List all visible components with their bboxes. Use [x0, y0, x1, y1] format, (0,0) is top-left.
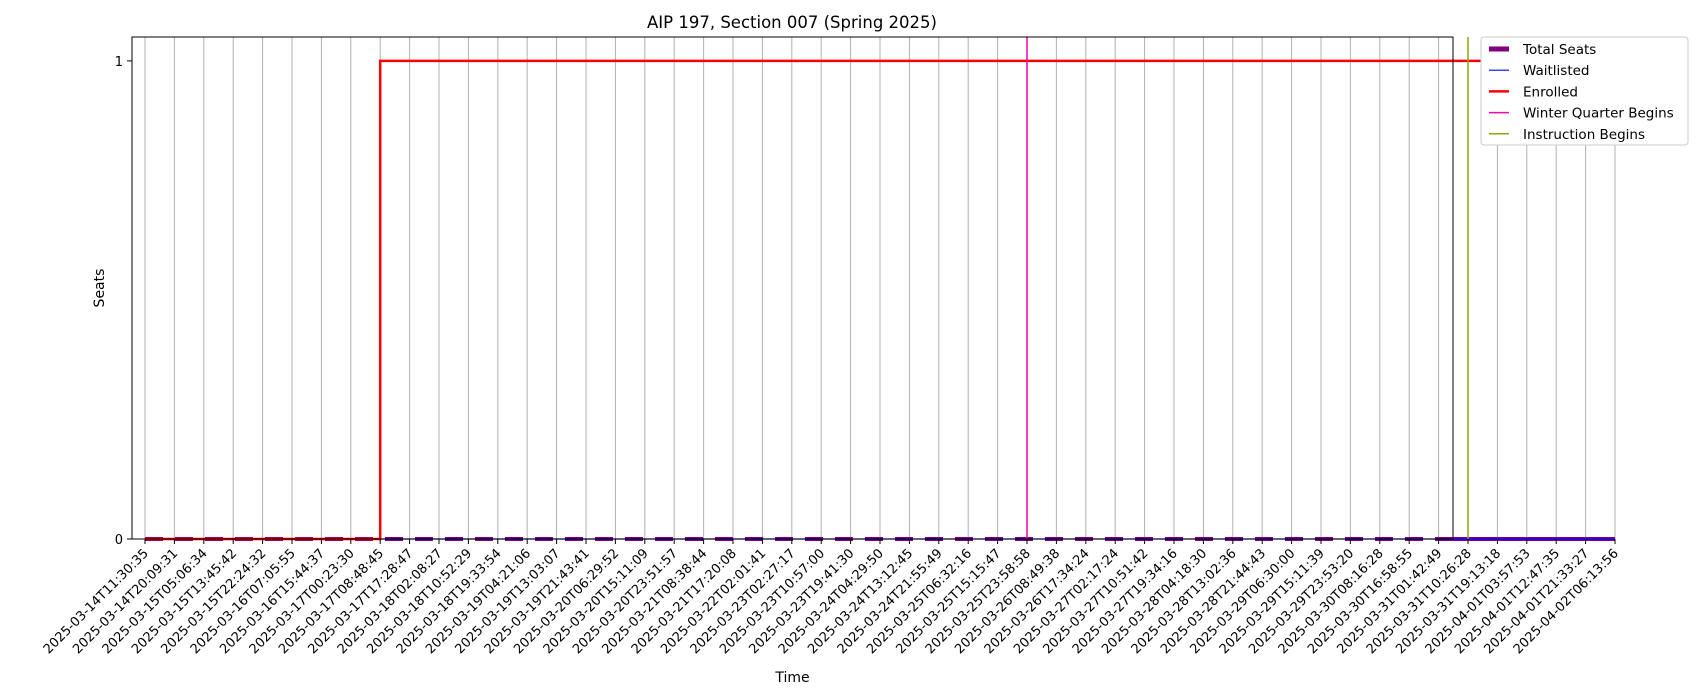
chart-title: AIP 197, Section 007 (Spring 2025)	[647, 13, 937, 32]
legend-label-total-seats: Total Seats	[1522, 42, 1596, 58]
plot-frame	[131, 36, 1454, 540]
x-axis-title: Time	[774, 670, 809, 686]
legend-label-enrolled: Enrolled	[1523, 84, 1578, 100]
legend-label-instruction-begins: Instruction Begins	[1523, 127, 1645, 143]
x-axis: 2025-03-14T11:30:352025-03-14T20:09:3120…	[41, 539, 1622, 657]
y-axis-title: Seats	[92, 269, 108, 308]
legend: Total Seats Waitlisted Enrolled Winter Quar…	[1480, 36, 1689, 146]
legend-label-winter-quarter-begins: Winter Quarter Begins	[1523, 106, 1674, 122]
legend-label-waitlisted: Waitlisted	[1523, 63, 1590, 79]
marker-layer	[1026, 37, 1469, 539]
y-tick-label: 0	[115, 533, 123, 548]
legend-box	[1480, 36, 1689, 146]
series-line-enrolled	[145, 59, 1615, 541]
grid	[144, 37, 1616, 539]
y-axis: 01	[115, 55, 132, 548]
y-tick-label: 1	[115, 55, 123, 70]
